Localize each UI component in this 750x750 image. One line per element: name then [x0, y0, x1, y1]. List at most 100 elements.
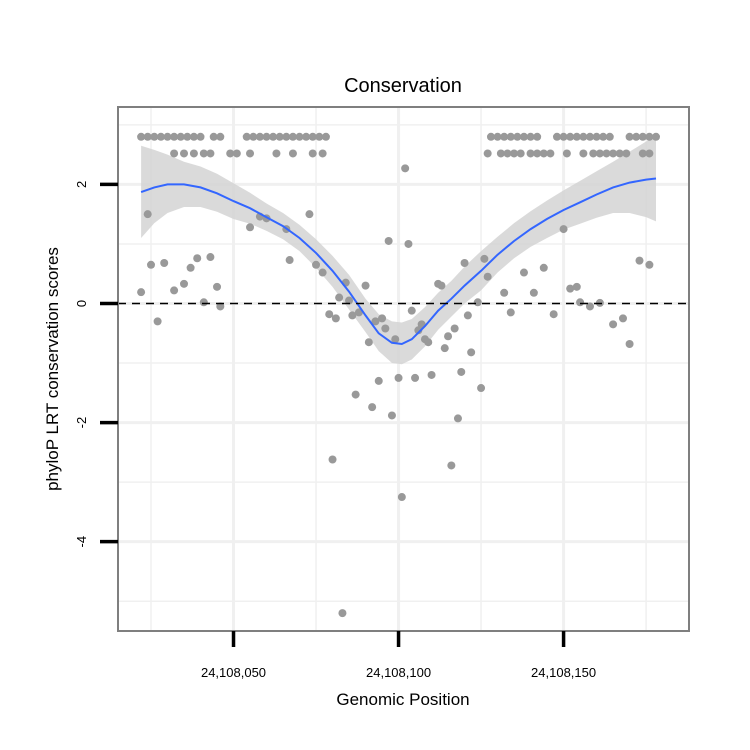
- data-point: [562, 149, 571, 158]
- data-point: [599, 132, 608, 141]
- data-point: [483, 272, 492, 281]
- data-point: [282, 132, 291, 141]
- data-point: [506, 308, 515, 317]
- data-point: [335, 293, 344, 302]
- chart-title: Conservation: [344, 75, 462, 97]
- data-point: [176, 132, 185, 141]
- data-point: [272, 149, 281, 158]
- data-point: [635, 256, 644, 265]
- data-point: [486, 132, 495, 141]
- data-point: [255, 132, 264, 141]
- data-point: [246, 149, 255, 158]
- data-point: [645, 149, 654, 158]
- data-point: [401, 164, 410, 173]
- data-point: [186, 263, 195, 272]
- data-point: [483, 149, 492, 158]
- data-point: [473, 298, 482, 307]
- data-point: [467, 348, 476, 357]
- data-point: [325, 310, 334, 319]
- smooth-line: [140, 177, 657, 346]
- data-point: [391, 335, 400, 344]
- data-point: [559, 132, 568, 141]
- data-point: [232, 149, 241, 158]
- smooth-layer: [140, 177, 657, 346]
- data-point: [143, 132, 152, 141]
- data-point: [529, 288, 538, 297]
- data-point: [609, 320, 618, 329]
- data-point: [566, 132, 575, 141]
- data-point: [625, 339, 634, 348]
- data-point: [137, 288, 146, 297]
- data-point: [216, 302, 225, 311]
- data-point: [609, 149, 618, 158]
- data-point: [275, 132, 284, 141]
- data-point: [378, 314, 387, 323]
- data-point: [526, 149, 535, 158]
- data-point: [651, 132, 660, 141]
- data-point: [460, 259, 469, 268]
- data-point: [526, 132, 535, 141]
- data-point: [585, 132, 594, 141]
- points-layer: [137, 132, 660, 618]
- data-point: [288, 149, 297, 158]
- y-tick-label: -4: [74, 536, 89, 548]
- data-point: [424, 338, 433, 347]
- data-point: [371, 317, 380, 326]
- data-point: [183, 132, 192, 141]
- data-point: [500, 288, 509, 297]
- data-point: [592, 132, 601, 141]
- data-point: [552, 132, 561, 141]
- data-point: [394, 373, 403, 382]
- data-point: [447, 461, 456, 470]
- plot-border: [117, 106, 690, 632]
- data-point: [404, 239, 413, 248]
- data-point: [189, 149, 198, 158]
- data-point: [348, 311, 357, 320]
- data-point: [510, 149, 519, 158]
- data-point: [513, 132, 522, 141]
- data-point: [384, 236, 393, 245]
- data-point: [364, 338, 373, 347]
- data-point: [302, 132, 311, 141]
- data-point: [170, 286, 179, 295]
- data-point: [206, 149, 215, 158]
- data-point: [625, 132, 634, 141]
- data-point: [444, 332, 453, 341]
- data-point: [163, 132, 172, 141]
- data-point: [156, 132, 165, 141]
- data-point: [477, 384, 486, 393]
- data-point: [368, 403, 377, 412]
- data-point: [321, 132, 330, 141]
- data-point: [589, 149, 598, 158]
- data-point: [170, 132, 179, 141]
- data-point: [189, 132, 198, 141]
- data-point: [457, 367, 466, 376]
- data-point: [572, 132, 581, 141]
- data-point: [519, 268, 528, 277]
- data-point: [645, 132, 654, 141]
- data-point: [427, 370, 436, 379]
- data-point: [288, 132, 297, 141]
- data-point: [500, 132, 509, 141]
- data-point: [338, 609, 347, 618]
- data-point: [440, 344, 449, 353]
- data-point: [549, 310, 558, 319]
- data-point: [638, 149, 647, 158]
- data-point: [645, 260, 654, 269]
- data-point: [559, 225, 568, 234]
- data-point: [519, 132, 528, 141]
- data-point: [618, 314, 627, 323]
- data-point: [602, 149, 611, 158]
- data-point: [209, 132, 218, 141]
- data-point: [638, 132, 647, 141]
- y-tick-label: 0: [74, 300, 89, 307]
- data-point: [361, 281, 370, 290]
- data-point: [506, 132, 515, 141]
- data-point: [414, 326, 423, 335]
- data-point: [437, 281, 446, 290]
- data-point: [411, 373, 420, 382]
- x-axis: 24,108,050 24,108,100 24,108,150: [201, 631, 596, 680]
- data-point: [249, 132, 258, 141]
- data-point: [305, 210, 314, 219]
